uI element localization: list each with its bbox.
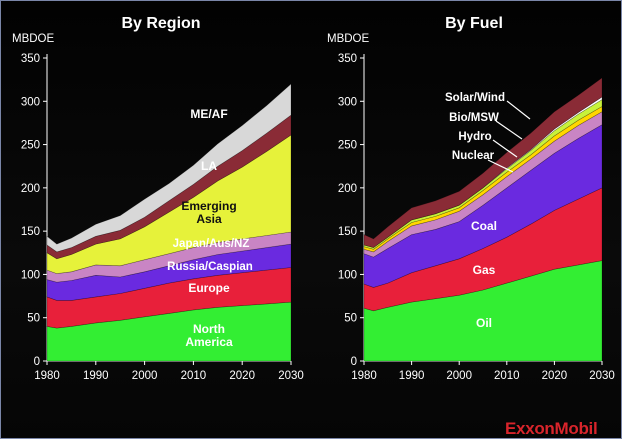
fuel-ticks: 0 50 100 150 200 250 300 350 1980 1990 2000 2010 202… — [338, 53, 615, 382]
left-xtick-label: 2010 — [181, 370, 207, 382]
left-xtick-label: 2030 — [278, 370, 304, 382]
label-bio-msw: Bio/MSW — [449, 112, 499, 124]
label-russia-caspian: Russia/Caspian — [167, 261, 253, 273]
label-la: LA — [201, 159, 217, 173]
right-xtick-label: 2030 — [589, 370, 615, 382]
label-gas: Gas — [473, 263, 496, 277]
region-ticks: 0 50 100 150 200 250 300 350 1980 1990 2000 2010 202… — [21, 53, 304, 382]
label-coal: Coal — [471, 219, 497, 233]
fuel-areas — [363, 77, 603, 362]
right-ytick-label: 150 — [338, 226, 357, 238]
right-ytick-label: 100 — [338, 269, 357, 281]
region-chart-title: By Region — [121, 15, 200, 32]
region-areas — [46, 83, 292, 362]
label-america: America — [185, 335, 233, 349]
pointer-nuclear — [487, 159, 514, 173]
left-area-me-af — [46, 83, 292, 253]
label-japan-aus-nz: Japan/Aus/NZ — [173, 238, 250, 250]
fuel-y-unit: MBDOE — [327, 33, 370, 45]
label-north: North — [193, 322, 225, 336]
right-ytick-label: 300 — [338, 96, 357, 108]
right-xtick-label: 1980 — [351, 370, 377, 382]
fuel-chart-title: By Fuel — [445, 15, 503, 32]
right-xtick-label: 2020 — [542, 370, 568, 382]
left-ytick-label: 250 — [21, 140, 40, 152]
label-hydro: Hydro — [458, 131, 491, 143]
right-xtick-label: 2000 — [446, 370, 472, 382]
region-labels: ME/AF LA Emerging Asia Japan/Aus/NZ Russ… — [167, 107, 253, 349]
pointer-hydro — [492, 139, 518, 158]
label-solar-wind: Solar/Wind — [445, 92, 505, 104]
right-xtick-label: 1990 — [399, 370, 425, 382]
left-ytick-label: 200 — [21, 183, 40, 195]
region-chart: By Region MBDOE 0 50 100 150 200 250 300 350 198… — [12, 15, 304, 382]
right-ytick-label: 200 — [338, 183, 357, 195]
label-me-af: ME/AF — [190, 107, 227, 121]
label-asia: Asia — [196, 212, 222, 226]
left-ytick-label: 300 — [21, 96, 40, 108]
region-y-unit: MBDOE — [12, 33, 55, 45]
right-ytick-label: 0 — [351, 356, 357, 368]
left-ytick-label: 150 — [21, 226, 40, 238]
left-ytick-label: 0 — [34, 356, 40, 368]
fuel-chart: By Fuel MBDOE 0 50 100 150 200 250 300 350 1980 1… — [327, 15, 615, 382]
left-xtick-label: 2020 — [229, 370, 255, 382]
exxonmobil-logo: ExxonMobil — [505, 419, 597, 438]
pointer-bio-msw — [495, 120, 523, 140]
right-ytick-label: 50 — [344, 313, 357, 325]
label-europe: Europe — [188, 281, 230, 295]
right-ytick-label: 250 — [338, 140, 357, 152]
label-nuclear: Nuclear — [452, 150, 495, 162]
left-ytick-label: 50 — [27, 313, 40, 325]
left-ytick-label: 350 — [21, 53, 40, 65]
left-xtick-label: 1990 — [83, 370, 109, 382]
right-area-other — [363, 77, 603, 248]
right-xtick-label: 2010 — [494, 370, 520, 382]
left-ytick-label: 100 — [21, 269, 40, 281]
right-ytick-label: 350 — [338, 53, 357, 65]
left-xtick-label: 2000 — [132, 370, 158, 382]
label-oil: Oil — [476, 316, 492, 330]
fuel-labels: Solar/Wind Bio/MSW Hydro Nuclear Coal Ga… — [445, 92, 531, 330]
left-xtick-label: 1980 — [34, 370, 60, 382]
pointer-solar-wind — [506, 100, 531, 120]
label-emerging: Emerging — [181, 199, 236, 213]
